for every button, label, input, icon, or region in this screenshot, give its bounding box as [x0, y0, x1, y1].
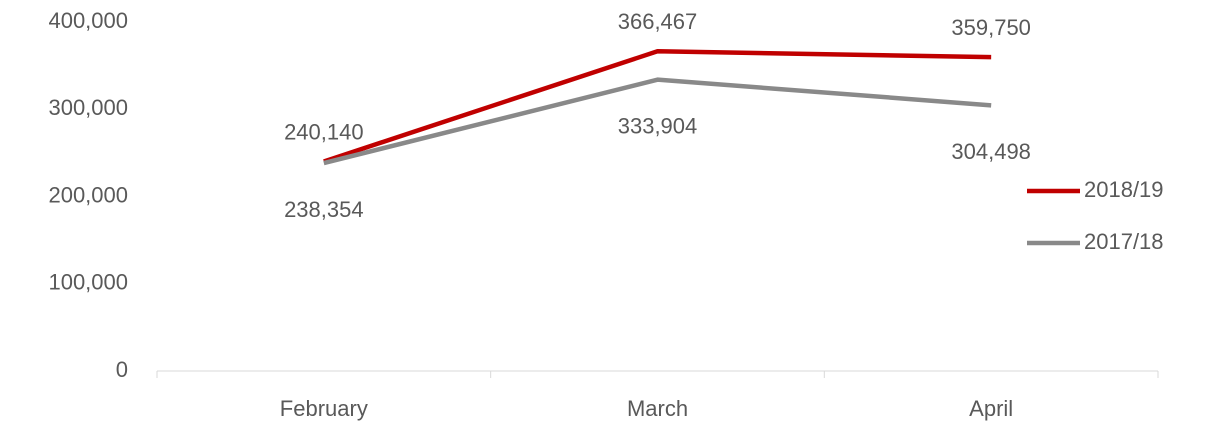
- y-tick-label: 400,000: [48, 8, 128, 33]
- data-label: 240,140: [284, 119, 364, 144]
- data-label: 366,467: [618, 9, 698, 34]
- x-tick-label: March: [627, 396, 688, 421]
- series-line: [323, 77, 992, 166]
- legend-label: 2018/19: [1084, 177, 1164, 202]
- legend-label: 2017/18: [1084, 229, 1164, 254]
- x-tick-label: February: [280, 396, 368, 421]
- y-tick-label: 0: [116, 357, 128, 382]
- y-tick-label: 300,000: [48, 95, 128, 120]
- data-label: 238,354: [284, 197, 364, 222]
- y-tick-label: 200,000: [48, 182, 128, 207]
- series-line: [323, 49, 992, 164]
- data-label: 333,904: [618, 113, 698, 138]
- data-label: 359,750: [951, 15, 1031, 40]
- y-tick-label: 100,000: [48, 270, 128, 295]
- x-tick-label: April: [969, 396, 1013, 421]
- data-label: 304,498: [951, 139, 1031, 164]
